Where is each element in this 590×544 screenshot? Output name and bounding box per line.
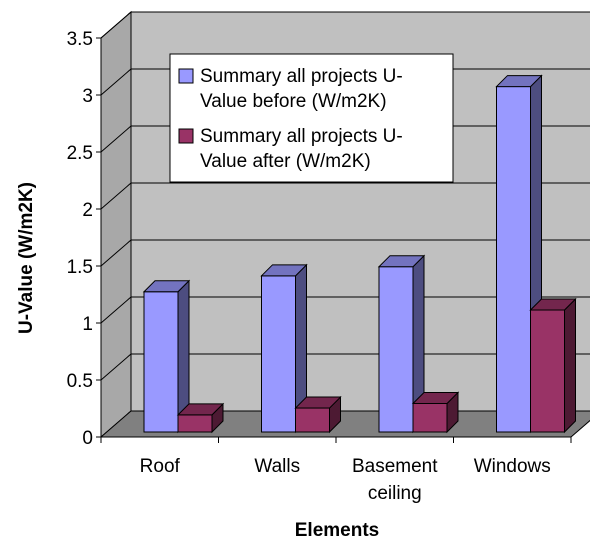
gridlines <box>96 11 590 438</box>
y-tick-label: 3 <box>82 86 93 107</box>
y-axis-title: U-Value (W/m2K) <box>16 182 37 334</box>
bar-side <box>564 297 576 434</box>
y-tick-label: 2.5 <box>67 143 93 164</box>
x-category-label: Roof <box>140 456 181 477</box>
y-tick-label: 3.5 <box>67 29 93 50</box>
bar-front <box>412 403 448 433</box>
bar-before <box>377 254 426 434</box>
x-category-label: Walls <box>254 456 300 477</box>
bar-before <box>260 263 308 434</box>
gridline <box>100 182 590 210</box>
y-tick-label: 0 <box>82 428 93 449</box>
bar-after <box>529 297 577 434</box>
x-category-label: Windows <box>474 456 551 477</box>
bar-front <box>143 291 179 433</box>
bar-front <box>177 414 213 433</box>
bar-after <box>176 402 225 434</box>
y-tick-label: 1 <box>82 314 93 335</box>
gridline <box>100 11 590 39</box>
legend: Summary all projects U-Value before (W/m… <box>169 53 454 183</box>
bar-front <box>295 407 330 433</box>
bar-front <box>496 86 531 433</box>
y-tick-label: 1.5 <box>67 257 93 278</box>
bar-after <box>411 391 460 434</box>
bar-top <box>495 75 543 88</box>
bars <box>142 74 577 434</box>
gridline <box>100 239 590 267</box>
gridline <box>100 353 590 381</box>
y-tick-label: 2 <box>82 200 93 221</box>
side-wall <box>100 10 132 439</box>
bar-after <box>294 395 342 434</box>
legend-swatch <box>178 68 194 84</box>
bar-top <box>260 264 308 277</box>
bar-front <box>261 275 296 433</box>
legend-label: Summary all projects U-Value before (W/m… <box>200 66 403 112</box>
bar-top <box>411 392 460 404</box>
bar-top <box>529 298 577 311</box>
x-category-label: Basement ceiling <box>352 456 438 504</box>
bar-top <box>377 255 426 268</box>
x-category-labels: Roof Walls Basement ceiling Windows <box>140 456 551 504</box>
y-tick-labels: 0 0.5 1 1.5 2 2.5 3 3.5 <box>67 29 93 449</box>
bar-before <box>142 279 191 434</box>
gridline <box>100 296 590 324</box>
legend-box <box>169 53 454 183</box>
bar-top <box>176 403 225 416</box>
legend-swatch <box>178 128 194 144</box>
axes <box>100 38 572 443</box>
x-axis-title: Elements <box>295 520 379 541</box>
y-tick-label: 0.5 <box>67 371 93 392</box>
bar-top <box>142 280 191 293</box>
bar-front <box>378 266 414 433</box>
bar-front <box>530 309 565 433</box>
legend-label: Summary all projects U-Value after (W/m2… <box>200 126 403 172</box>
bar-top <box>294 396 342 409</box>
